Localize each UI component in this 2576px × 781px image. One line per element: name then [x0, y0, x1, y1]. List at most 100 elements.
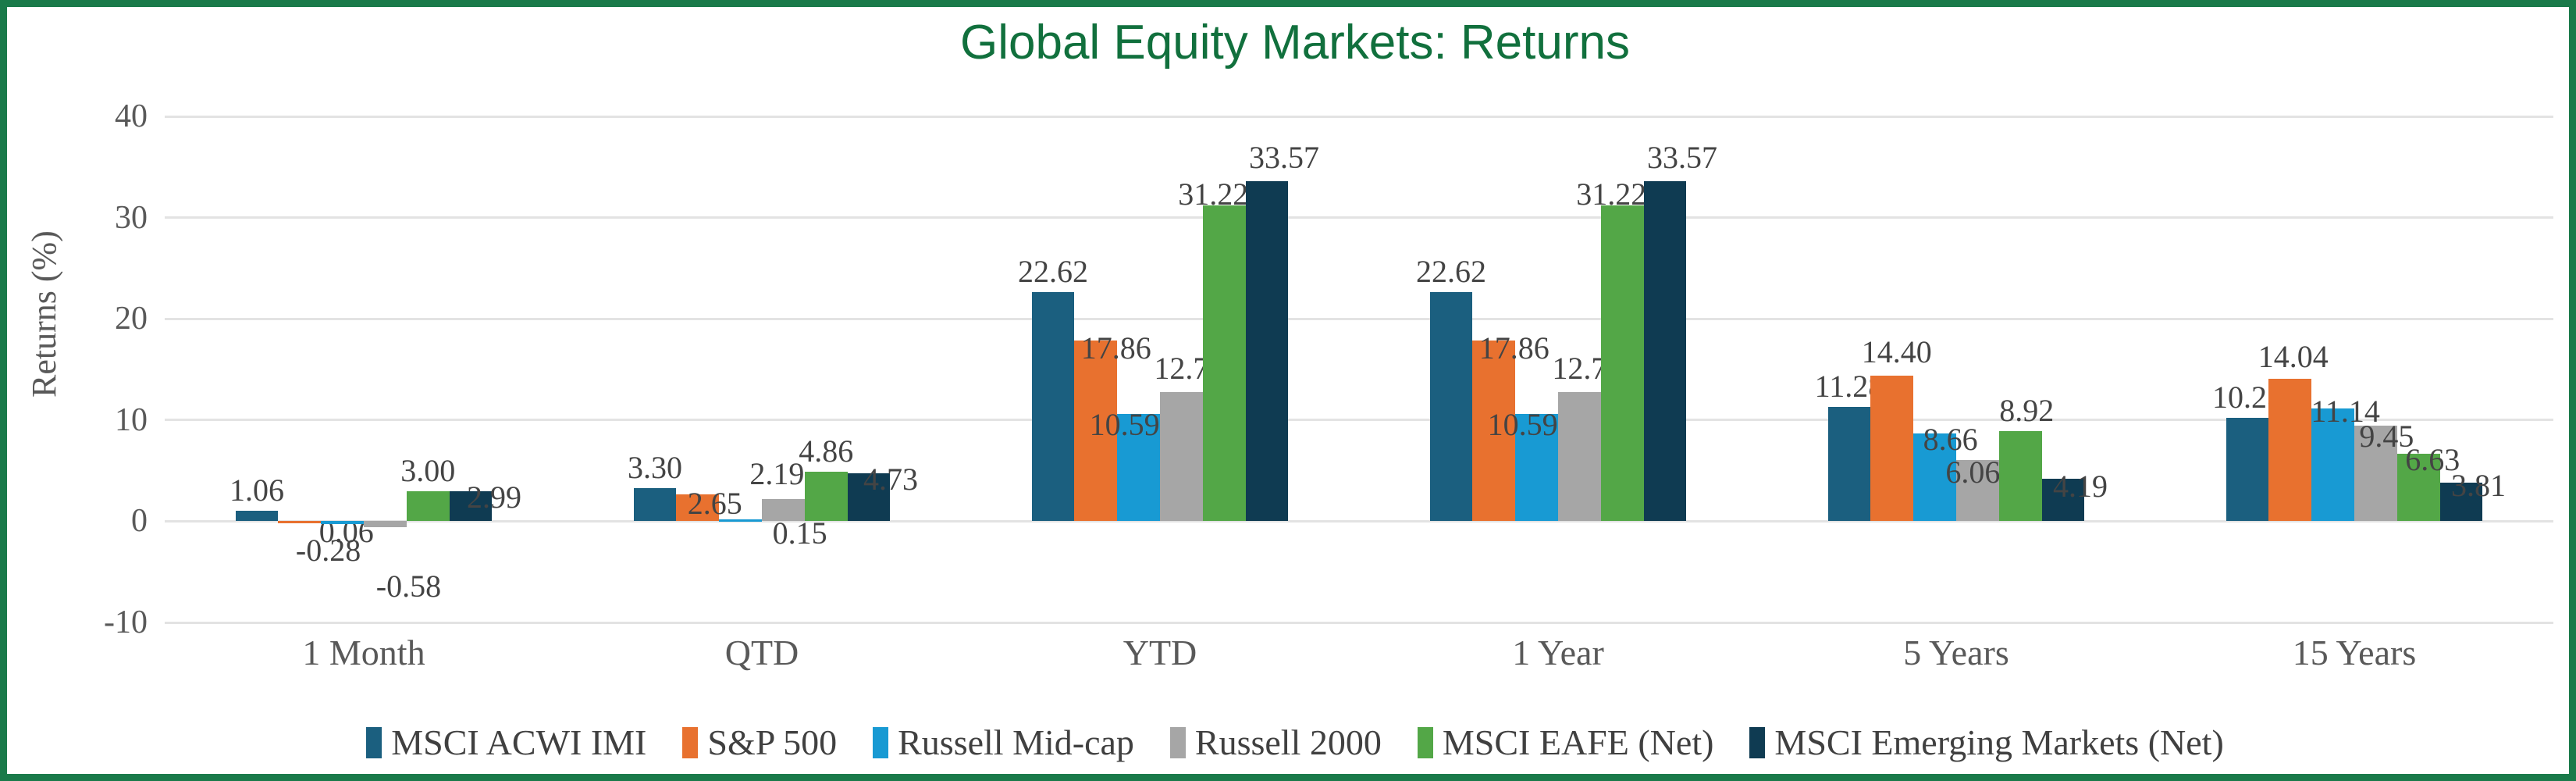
bar-group: 22.62 17.86 10.59 12.79 31.22 33.57 YTD: [961, 116, 1359, 672]
bar[interactable]: [1074, 340, 1118, 522]
bar-group: 1.06 0.06 -0.28 -0.58 3.00 2.99 1 Month: [165, 116, 563, 672]
bar[interactable]: [364, 521, 407, 527]
bar[interactable]: [2226, 417, 2269, 522]
legend-item[interactable]: S&P 500: [682, 722, 837, 763]
bar[interactable]: [449, 490, 493, 522]
legend-swatch-icon: [1417, 726, 1433, 758]
bar[interactable]: [1031, 292, 1075, 522]
bar-value-label: 6.06: [1945, 454, 2001, 490]
bar[interactable]: [1998, 430, 2042, 522]
y-axis-tick-label: 40: [115, 98, 148, 134]
y-axis-tick-label: -10: [104, 604, 148, 640]
bar-value-label: 3.00: [400, 452, 456, 488]
legend-swatch-icon: [682, 726, 699, 758]
bar-value-label: 11.14: [2311, 394, 2380, 430]
bar[interactable]: [1429, 292, 1473, 522]
bar-group: 22.62 17.86 10.59 12.79 31.22 33.57 1 Year: [1359, 116, 1757, 672]
bar-value-label: -0.28: [295, 533, 361, 569]
bar-value-label: 14.04: [2258, 339, 2329, 375]
bar[interactable]: [278, 520, 322, 523]
bar[interactable]: [2041, 479, 2085, 522]
bar[interactable]: [847, 473, 891, 522]
legend-item[interactable]: MSCI Emerging Markets (Net): [1749, 722, 2224, 763]
bar-value-label: 31.22: [1178, 176, 1249, 212]
bar[interactable]: [2439, 483, 2483, 522]
bar[interactable]: [2354, 425, 2397, 522]
chart-legend: MSCI ACWI IMI S&P 500 Russell Mid-cap Russe…: [7, 722, 2576, 763]
x-axis-category-label: 1 Month: [302, 633, 425, 672]
bar[interactable]: [1472, 340, 1516, 522]
bar[interactable]: [1827, 407, 1871, 522]
bar[interactable]: [1956, 459, 1999, 522]
bar-value-label: 2.99: [467, 479, 522, 515]
bar[interactable]: [1913, 433, 1956, 522]
bar[interactable]: [406, 490, 450, 522]
bar[interactable]: [1160, 391, 1203, 522]
bar[interactable]: [804, 472, 848, 522]
x-axis-category-label: QTD: [724, 633, 799, 672]
bar[interactable]: [2396, 454, 2440, 522]
bar[interactable]: [2311, 408, 2354, 522]
bar-value-label: 9.45: [2359, 418, 2414, 454]
legend-item-label: Russell Mid-cap: [898, 722, 1134, 762]
bar-value-label: 2.65: [687, 486, 742, 522]
bar-value-label: -0.58: [375, 568, 442, 604]
bar[interactable]: [633, 487, 677, 522]
legend-item-label: Russell 2000: [1194, 722, 1382, 762]
y-axis-tick-label: 30: [115, 199, 148, 236]
legend-swatch-icon: [366, 726, 382, 758]
bar-value-label: 3.81: [2451, 468, 2507, 504]
bar-value-label: 4.86: [799, 433, 854, 469]
y-axis-tick-label: 0: [131, 503, 148, 540]
x-axis-category-label: 1 Year: [1512, 633, 1604, 672]
gridline: [165, 621, 2553, 624]
legend-item-label: MSCI Emerging Markets (Net): [1774, 722, 2224, 762]
x-axis-category-label: 15 Years: [2292, 633, 2417, 672]
bar[interactable]: [1117, 414, 1160, 522]
bar-value-label: 1.06: [229, 472, 284, 508]
bar-value-label: 0.06: [318, 513, 374, 549]
bar[interactable]: [1515, 414, 1558, 522]
bar-group: 3.30 2.65 0.15 2.19 4.86 4.73 QTD: [563, 116, 961, 672]
bar-value-label: 17.86: [1080, 330, 1151, 366]
bar[interactable]: [762, 499, 805, 522]
gridline: [165, 317, 2553, 320]
bar[interactable]: [235, 510, 279, 522]
legend-item[interactable]: MSCI EAFE (Net): [1417, 722, 1713, 763]
bar[interactable]: [321, 521, 364, 525]
bar[interactable]: [1558, 391, 1601, 522]
legend-item[interactable]: MSCI ACWI IMI: [366, 722, 646, 763]
legend-swatch-icon: [1169, 726, 1186, 758]
x-axis-category-label: YTD: [1123, 633, 1197, 672]
bar[interactable]: [1202, 205, 1246, 522]
bar[interactable]: [1245, 181, 1289, 522]
bar-value-label: 0.15: [772, 515, 827, 551]
bar[interactable]: [719, 519, 762, 522]
bar-value-label: 4.73: [863, 462, 919, 497]
bar[interactable]: [2268, 379, 2312, 522]
bar[interactable]: [676, 494, 720, 522]
legend-item-label: S&P 500: [707, 722, 838, 762]
legend-item[interactable]: Russell 2000: [1169, 722, 1382, 763]
y-axis-tick-label: 20: [115, 301, 148, 337]
x-axis-category-label: 5 Years: [1903, 633, 2009, 672]
bar-value-label: 17.86: [1478, 330, 1550, 366]
bar-group: 10.23 14.04 11.14 9.45 6.63 3.81 15 Years: [2155, 116, 2553, 672]
gridline: [165, 419, 2553, 422]
legend-item-label: MSCI ACWI IMI: [391, 722, 647, 762]
bar-value-label: 31.22: [1576, 176, 1647, 212]
bar-value-label: 22.62: [1017, 254, 1088, 290]
legend-swatch-icon: [873, 726, 889, 758]
bar-value-label: 8.66: [1923, 422, 1978, 458]
bar[interactable]: [1870, 375, 1914, 522]
bar-value-label: 2.19: [749, 456, 805, 492]
bar-value-label: 33.57: [1647, 140, 1718, 176]
legend-item[interactable]: Russell Mid-cap: [873, 722, 1134, 763]
bar[interactable]: [1600, 205, 1644, 522]
gridline: [165, 115, 2553, 118]
gridline: [165, 519, 2553, 522]
bar-value-label: 33.57: [1249, 140, 1320, 176]
chart-title: Global Equity Markets: Returns: [959, 16, 1630, 70]
bar[interactable]: [1643, 181, 1687, 522]
